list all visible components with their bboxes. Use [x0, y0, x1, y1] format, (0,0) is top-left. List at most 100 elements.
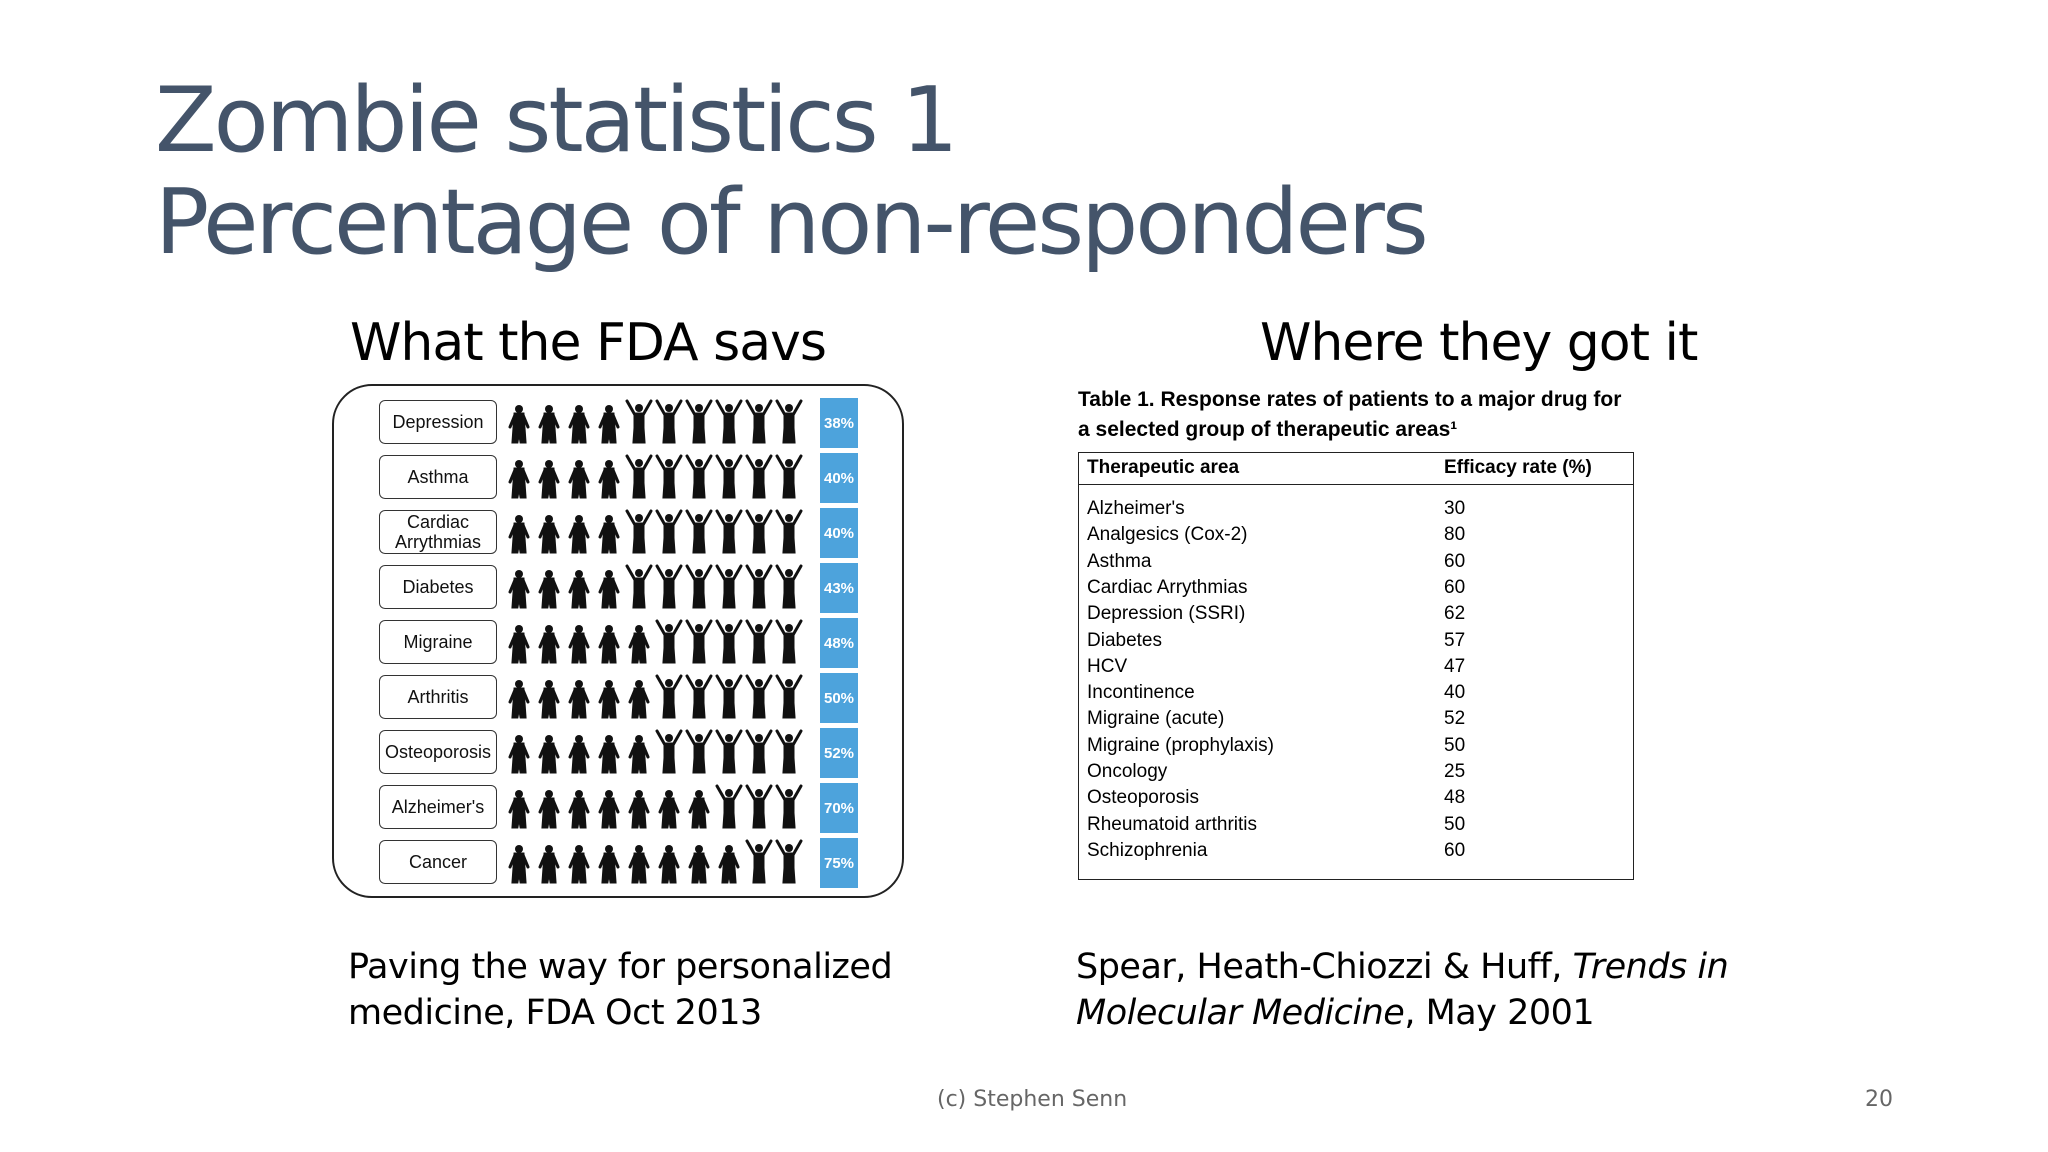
nonresponder-person-icon [508, 680, 530, 719]
efficacy-rate-cell: 60 [1444, 576, 1466, 598]
nonresponder-person-icon [568, 460, 590, 499]
responder-person-icon [775, 564, 803, 609]
nonresponder-person-icon [688, 790, 710, 829]
responder-person-icon [655, 509, 683, 554]
therapeutic-area-cell: Osteoporosis [1087, 787, 1199, 809]
table-row: Diabetes 57 [1079, 630, 1633, 656]
percentage-badge: 40% [820, 508, 858, 558]
responder-person-icon [745, 729, 773, 774]
responder-person-icon [685, 729, 713, 774]
table-row: Migraine (prophylaxis) 50 [1079, 735, 1633, 761]
fda-reference: Paving the way for personalized medicine… [348, 944, 893, 1036]
source-authors: Spear, Heath-Chiozzi & Huff, [1076, 947, 1573, 987]
nonresponder-person-icon [598, 680, 620, 719]
therapeutic-area-cell: Schizophrenia [1087, 839, 1208, 861]
responder-person-icon [715, 784, 743, 829]
condition-label: Migraine [379, 620, 497, 664]
nonresponder-person-icon [508, 460, 530, 499]
nonresponder-person-icon [568, 845, 590, 884]
responder-person-icon [745, 784, 773, 829]
responder-person-icon [655, 619, 683, 664]
fda-row: Depression 38% [334, 398, 902, 448]
responder-person-icon [625, 399, 653, 444]
nonresponder-person-icon [538, 405, 560, 444]
nonresponder-person-icon [598, 405, 620, 444]
nonresponder-person-icon [658, 790, 680, 829]
responder-person-icon [745, 619, 773, 664]
efficacy-rate-cell: 57 [1444, 629, 1466, 651]
nonresponder-person-icon [568, 680, 590, 719]
nonresponder-person-icon [538, 680, 560, 719]
table-row: Osteoporosis 48 [1079, 787, 1633, 813]
responder-person-icon [625, 509, 653, 554]
header-efficacy-rate: Efficacy rate (%) [1444, 457, 1592, 478]
efficacy-rate-cell: 40 [1444, 682, 1466, 704]
efficacy-rate-cell: 30 [1444, 498, 1466, 519]
table-row: HCV 47 [1079, 656, 1633, 682]
responder-person-icon [775, 839, 803, 884]
nonresponder-person-icon [658, 845, 680, 884]
responder-person-icon [745, 399, 773, 444]
responder-person-icon [655, 564, 683, 609]
responder-person-icon [715, 564, 743, 609]
therapeutic-area-cell: Cardiac Arrythmias [1087, 576, 1248, 598]
efficacy-rate-cell: 50 [1444, 813, 1466, 835]
responder-person-icon [745, 564, 773, 609]
nonresponder-person-icon [568, 570, 590, 609]
nonresponder-person-icon [568, 625, 590, 664]
responder-person-icon [715, 454, 743, 499]
condition-label: Cardiac Arrythmias [379, 510, 497, 554]
fda-row: Asthma 40% [334, 453, 902, 503]
people-icons [508, 619, 803, 664]
table-row: Incontinence 40 [1079, 682, 1633, 708]
nonresponder-person-icon [628, 735, 650, 774]
table-caption: Table 1. Response rates of patients to a… [1078, 385, 1621, 445]
nonresponder-person-icon [538, 845, 560, 884]
percentage-badge: 52% [820, 728, 858, 778]
nonresponder-person-icon [568, 515, 590, 554]
efficacy-rate-cell: 62 [1444, 603, 1466, 625]
people-icons [508, 729, 803, 774]
condition-label: Depression [379, 400, 497, 444]
fda-infographic: Depression 38% Asthma 40% Cardiac Arrythmias… [332, 384, 904, 898]
nonresponder-person-icon [508, 790, 530, 829]
fda-row: Arthritis 50% [334, 673, 902, 723]
therapeutic-area-cell: Depression (SSRI) [1087, 603, 1246, 625]
people-icons [508, 784, 803, 829]
nonresponder-person-icon [508, 515, 530, 554]
table-row: Oncology 25 [1079, 761, 1633, 787]
therapeutic-area-cell: Alzheimer's [1087, 498, 1185, 519]
responder-person-icon [775, 399, 803, 444]
fda-row: Cardiac Arrythmias 40% [334, 508, 902, 558]
responder-person-icon [745, 454, 773, 499]
table-row: Depression (SSRI) 62 [1079, 603, 1633, 629]
page-number: 20 [1865, 1087, 1893, 1112]
percentage-badge: 38% [820, 398, 858, 448]
fda-row: Cancer 75% [334, 838, 902, 888]
fda-row: Diabetes 43% [334, 563, 902, 613]
responder-person-icon [745, 839, 773, 884]
percentage-badge: 48% [820, 618, 858, 668]
efficacy-rate-cell: 50 [1444, 734, 1466, 756]
nonresponder-person-icon [538, 515, 560, 554]
percentage-badge: 43% [820, 563, 858, 613]
percentage-badge: 40% [820, 453, 858, 503]
efficacy-rate-cell: 52 [1444, 708, 1466, 730]
responder-person-icon [745, 674, 773, 719]
therapeutic-area-cell: Analgesics (Cox-2) [1087, 524, 1248, 546]
therapeutic-area-cell: Migraine (prophylaxis) [1087, 734, 1274, 756]
nonresponder-person-icon [538, 625, 560, 664]
responder-person-icon [685, 564, 713, 609]
nonresponder-person-icon [598, 460, 620, 499]
responder-person-icon [775, 509, 803, 554]
header-therapeutic-area: Therapeutic area [1087, 457, 1240, 478]
people-icons [508, 399, 803, 444]
table-caption-line-1: Table 1. Response rates of patients to a… [1078, 388, 1622, 411]
responder-person-icon [775, 784, 803, 829]
table-row: Asthma 60 [1079, 551, 1633, 577]
nonresponder-person-icon [598, 625, 620, 664]
source-reference: Spear, Heath-Chiozzi & Huff, Trends in M… [1076, 944, 1729, 1036]
nonresponder-person-icon [568, 735, 590, 774]
efficacy-rate-cell: 60 [1444, 550, 1466, 572]
nonresponder-person-icon [688, 845, 710, 884]
